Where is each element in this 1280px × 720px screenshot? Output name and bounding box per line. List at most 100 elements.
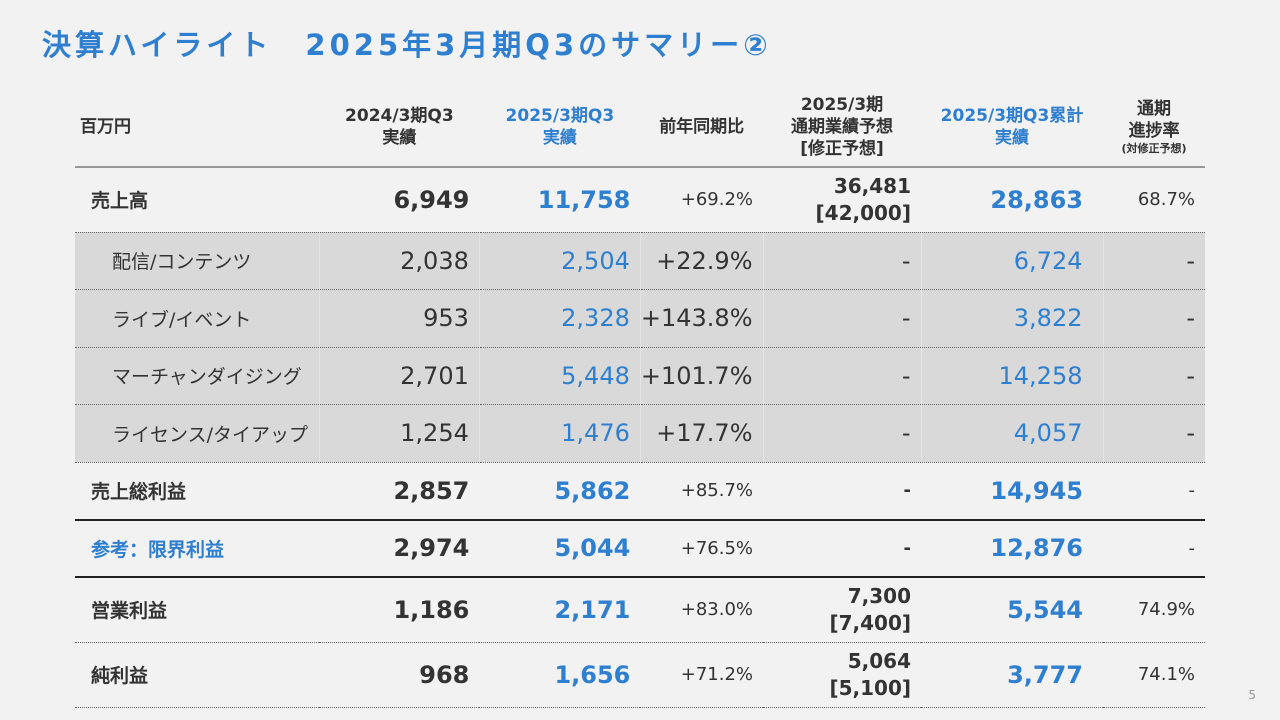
yoy-cell: +83.0% bbox=[640, 577, 763, 643]
progress-cell: - bbox=[1102, 289, 1205, 348]
page-title: 決算ハイライト 2025年3月期Q3のサマリー② bbox=[42, 28, 772, 62]
prev-q3-cell: 968 bbox=[319, 642, 480, 708]
prev-q3-cell: 2,974 bbox=[319, 519, 480, 578]
yoy-cell: +143.8% bbox=[639, 289, 763, 348]
cumulative-cell: 14,258 bbox=[920, 347, 1103, 405]
header-line: 通期業績予想 bbox=[791, 117, 893, 137]
page-number: 5 bbox=[1248, 688, 1256, 702]
header-note: (対修正予想) bbox=[1121, 142, 1187, 155]
header-line: 2025/3期Q3 bbox=[505, 106, 615, 126]
progress-cell: - bbox=[1102, 404, 1205, 463]
row-label: ライブ/イベント bbox=[75, 289, 320, 348]
cumulative-cell: 5,544 bbox=[921, 577, 1103, 643]
header-curr-q3: 2025/3期Q3 実績 bbox=[479, 88, 641, 168]
table-row: マーチャンダイジング 2,701 5,448 +101.7% - 14,258 - bbox=[75, 347, 1205, 405]
curr-q3-cell: 5,862 bbox=[479, 462, 641, 521]
progress-cell: - bbox=[1103, 462, 1205, 521]
forecast-value: 5,064 bbox=[847, 648, 911, 673]
forecast-cell: 7,300 [7,400] bbox=[763, 577, 921, 643]
cumulative-cell: 3,777 bbox=[921, 642, 1103, 708]
prev-q3-cell: 1,186 bbox=[319, 577, 480, 643]
row-label: 配信/コンテンツ bbox=[75, 232, 320, 290]
progress-cell: 74.9% bbox=[1103, 577, 1205, 643]
cumulative-cell: 14,945 bbox=[921, 462, 1103, 521]
table-row: 営業利益 1,186 2,171 +83.0% 7,300 [7,400] 5,54… bbox=[75, 577, 1205, 643]
prev-q3-cell: 1,254 bbox=[318, 404, 480, 463]
curr-q3-cell: 2,328 bbox=[478, 289, 641, 348]
curr-q3-cell: 1,476 bbox=[478, 404, 641, 463]
forecast-revised-value: [7,400] bbox=[829, 610, 911, 635]
cumulative-cell: 4,057 bbox=[920, 404, 1103, 463]
table-row: ライブ/イベント 953 2,328 +143.8% - 3,822 - bbox=[75, 289, 1205, 348]
progress-cell: - bbox=[1102, 232, 1205, 290]
header-line: 進捗率 bbox=[1128, 121, 1180, 141]
yoy-cell: +101.7% bbox=[639, 347, 763, 405]
curr-q3-cell: 2,171 bbox=[479, 577, 641, 643]
yoy-cell: +69.2% bbox=[640, 167, 763, 233]
forecast-value: 7,300 bbox=[847, 583, 911, 608]
row-label: 売上高 bbox=[75, 167, 320, 233]
progress-cell: - bbox=[1102, 347, 1205, 405]
progress-cell: 74.1% bbox=[1103, 642, 1205, 708]
yoy-cell: +71.2% bbox=[640, 642, 763, 708]
row-label: 純利益 bbox=[75, 642, 320, 708]
header-line: 2025/3期Q3累計 bbox=[940, 106, 1084, 126]
financial-summary-table: 百万円 2024/3期Q3 実績 2025/3期Q3 実績 前年同期比 2025/3… bbox=[75, 88, 1205, 708]
table-row: 純利益 968 1,656 +71.2% 5,064 [5,100] 3,777 7… bbox=[75, 642, 1205, 708]
header-line: 2025/3期 bbox=[800, 95, 884, 115]
row-label: 営業利益 bbox=[75, 577, 320, 643]
header-line: 実績 bbox=[542, 128, 577, 148]
prev-q3-cell: 953 bbox=[318, 289, 480, 348]
header-line: 2024/3期Q3 bbox=[345, 106, 454, 126]
header-unit: 百万円 bbox=[75, 88, 320, 168]
table-header: 百万円 2024/3期Q3 実績 2025/3期Q3 実績 前年同期比 2025/3… bbox=[75, 88, 1205, 168]
curr-q3-cell: 5,044 bbox=[479, 519, 641, 578]
cumulative-cell: 6,724 bbox=[920, 232, 1103, 290]
header-progress: 通期 進捗率 (対修正予想) bbox=[1103, 88, 1205, 168]
curr-q3-cell: 11,758 bbox=[479, 167, 641, 233]
forecast-cell: - bbox=[762, 347, 921, 405]
row-label: 参考：限界利益 bbox=[75, 519, 320, 578]
yoy-cell: +22.9% bbox=[639, 232, 763, 290]
forecast-value: 36,481 bbox=[833, 173, 911, 198]
forecast-cell: - bbox=[762, 289, 921, 348]
cumulative-cell: 12,876 bbox=[921, 519, 1103, 578]
forecast-revised-value: [5,100] bbox=[829, 675, 911, 700]
curr-q3-cell: 5,448 bbox=[478, 347, 641, 405]
header-line: 実績 bbox=[995, 128, 1029, 148]
forecast-cell: - bbox=[763, 462, 921, 521]
header-forecast: 2025/3期 通期業績予想 [修正予想] bbox=[763, 88, 921, 168]
yoy-cell: +76.5% bbox=[640, 519, 763, 578]
yoy-cell: +85.7% bbox=[640, 462, 763, 521]
forecast-cell: - bbox=[763, 519, 921, 578]
progress-cell: - bbox=[1103, 519, 1205, 578]
prev-q3-cell: 6,949 bbox=[319, 167, 480, 233]
cumulative-cell: 28,863 bbox=[921, 167, 1103, 233]
header-cumulative: 2025/3期Q3累計 実績 bbox=[921, 88, 1103, 168]
curr-q3-cell: 2,504 bbox=[478, 232, 641, 290]
progress-cell: 68.7% bbox=[1103, 167, 1205, 233]
row-label: ライセンス/タイアップ bbox=[75, 404, 320, 463]
row-label: 売上総利益 bbox=[75, 462, 320, 521]
header-yoy: 前年同期比 bbox=[640, 88, 763, 168]
prev-q3-cell: 2,038 bbox=[318, 232, 480, 290]
header-line: [修正予想] bbox=[800, 139, 884, 159]
prev-q3-cell: 2,857 bbox=[319, 462, 480, 521]
forecast-cell: 36,481 [42,000] bbox=[763, 167, 921, 233]
header-prev-q3: 2024/3期Q3 実績 bbox=[319, 88, 480, 168]
curr-q3-cell: 1,656 bbox=[479, 642, 641, 708]
table-row: 売上高 6,949 11,758 +69.2% 36,481 [42,000] 28… bbox=[75, 167, 1205, 233]
prev-q3-cell: 2,701 bbox=[318, 347, 480, 405]
header-line: 通期 bbox=[1137, 99, 1171, 119]
row-label: マーチャンダイジング bbox=[75, 347, 320, 405]
header-line: 実績 bbox=[382, 128, 417, 148]
yoy-cell: +17.7% bbox=[639, 404, 763, 463]
cumulative-cell: 3,822 bbox=[920, 289, 1103, 348]
table-row: 売上総利益 2,857 5,862 +85.7% - 14,945 - bbox=[75, 462, 1205, 521]
forecast-revised-value: [42,000] bbox=[815, 200, 911, 225]
table-row: 参考：限界利益 2,974 5,044 +76.5% - 12,876 - bbox=[75, 519, 1205, 578]
forecast-cell: - bbox=[762, 404, 921, 463]
forecast-cell: - bbox=[762, 232, 921, 290]
forecast-cell: 5,064 [5,100] bbox=[763, 642, 921, 708]
table-row: ライセンス/タイアップ 1,254 1,476 +17.7% - 4,057 - bbox=[75, 404, 1205, 463]
